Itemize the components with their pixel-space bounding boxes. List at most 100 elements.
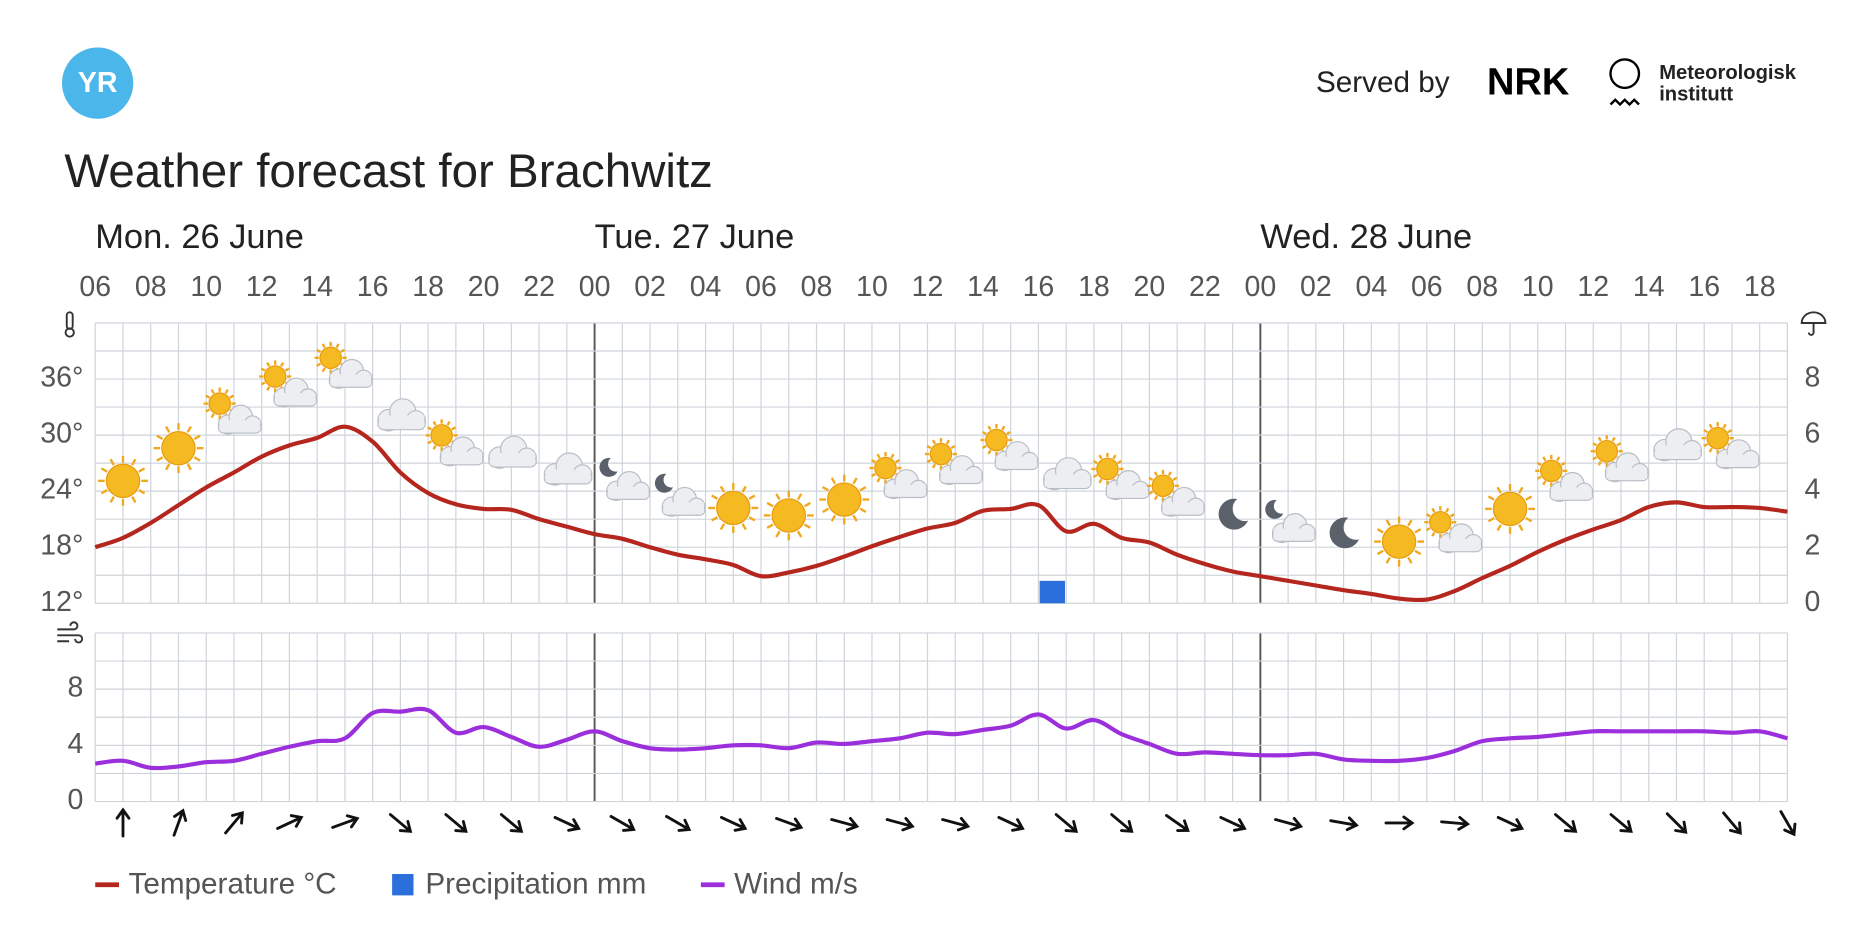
moon — [1218, 498, 1249, 530]
wind-arrow — [1384, 815, 1415, 831]
sun-ray — [719, 485, 726, 493]
wind-arrow — [388, 813, 413, 833]
weather-symbol — [259, 360, 318, 408]
wind-arrow — [1219, 815, 1247, 832]
sun-ray — [100, 467, 108, 473]
sun-ray — [186, 425, 192, 433]
sun-ray — [1425, 527, 1431, 532]
y2-tick-label: 8 — [1804, 362, 1820, 394]
y-tick-label: 24° — [40, 474, 83, 506]
weather-symbol — [708, 483, 759, 533]
nrk-logo: NRK — [1487, 61, 1570, 103]
weather-symbol — [819, 474, 870, 525]
sun-ray — [321, 367, 326, 373]
sun-ray — [1518, 524, 1524, 532]
sun-ray — [1148, 490, 1154, 495]
sun-ray — [1407, 519, 1413, 527]
weather-symbol — [1146, 469, 1205, 517]
wind-arrow — [720, 815, 748, 832]
sun-ray — [859, 507, 867, 514]
met-logo — [1609, 58, 1641, 90]
umbrella-icon — [1800, 311, 1827, 336]
legend-label: Wind m/s — [734, 868, 858, 901]
legend-label: Temperature °C — [129, 868, 337, 901]
sun-ray — [260, 367, 266, 372]
sun-ray — [340, 348, 346, 353]
weather-symbol — [924, 438, 984, 486]
sun-ray — [1407, 556, 1413, 564]
x-tick-label: 02 — [634, 271, 666, 303]
sun-ray — [987, 449, 992, 455]
sun-ray — [1611, 436, 1616, 442]
sun-ray — [432, 420, 437, 426]
sun-ray — [131, 458, 137, 466]
sun — [105, 463, 141, 499]
weather-symbol — [1590, 435, 1649, 483]
weather-symbol — [377, 398, 426, 432]
sun-ray — [1536, 461, 1542, 467]
weather-symbol — [654, 473, 706, 517]
x-tick-label: 10 — [1522, 271, 1554, 303]
weather-symbol — [869, 452, 928, 500]
sun-ray — [822, 486, 830, 492]
weather-symbol — [1265, 499, 1316, 544]
sun-ray — [156, 456, 164, 462]
cloud — [379, 415, 425, 428]
sun-ray — [1445, 507, 1450, 513]
weather-symbol — [1653, 428, 1703, 462]
sun — [716, 490, 751, 526]
moon — [654, 473, 674, 493]
sun-ray — [427, 440, 433, 445]
weather-symbol — [1485, 483, 1535, 534]
wind-arrow — [331, 814, 360, 829]
weather-symbol — [1374, 516, 1425, 567]
wind-tick-label: 4 — [68, 728, 84, 760]
sun — [771, 498, 806, 533]
sun-ray — [1518, 486, 1524, 494]
wind-arrow — [997, 815, 1025, 832]
sun-ray — [321, 343, 326, 349]
sun-ray — [796, 530, 803, 538]
sun — [1492, 491, 1528, 527]
weather-symbol — [1091, 452, 1150, 501]
sun-ray — [446, 420, 451, 426]
sun-ray — [1098, 478, 1103, 484]
sun-ray — [1727, 429, 1733, 434]
sun-ray — [131, 496, 137, 504]
moon — [1265, 499, 1284, 519]
sun-ray — [1556, 456, 1561, 462]
cloud — [545, 469, 591, 482]
x-tick-label: 12 — [246, 271, 278, 303]
wind-tick-label: 0 — [68, 784, 84, 816]
x-tick-label: 04 — [1355, 271, 1387, 303]
x-tick-label: 08 — [801, 271, 833, 303]
wind-arrow — [115, 807, 131, 838]
wind-arrow — [499, 813, 524, 833]
sun-ray — [1092, 459, 1098, 465]
wind-arrow — [1554, 813, 1578, 833]
sun-ray — [205, 394, 211, 399]
sun-ray — [210, 413, 215, 419]
sun-ray — [138, 488, 146, 495]
sun-ray — [766, 501, 774, 508]
line — [94, 424, 1788, 603]
wind-arrow — [830, 817, 860, 832]
sun-ray — [1592, 456, 1598, 461]
cloud — [663, 502, 704, 514]
sun-ray — [748, 516, 756, 522]
sun-ray — [427, 426, 433, 431]
x-tick-label: 06 — [745, 271, 777, 303]
weather-symbol — [1218, 498, 1249, 530]
sun-ray — [1616, 442, 1622, 447]
met-name: institutt — [1659, 83, 1733, 105]
sun-ray — [748, 494, 756, 500]
cloud — [1655, 445, 1701, 458]
sun-ray — [895, 459, 900, 464]
y-tick-label: 18° — [40, 530, 83, 562]
cloud — [1044, 474, 1090, 487]
sun-ray — [193, 434, 201, 441]
sun-ray — [193, 456, 201, 462]
sun-ray — [1385, 519, 1391, 527]
sun-ray — [876, 453, 881, 459]
wind-arrow — [172, 808, 188, 837]
